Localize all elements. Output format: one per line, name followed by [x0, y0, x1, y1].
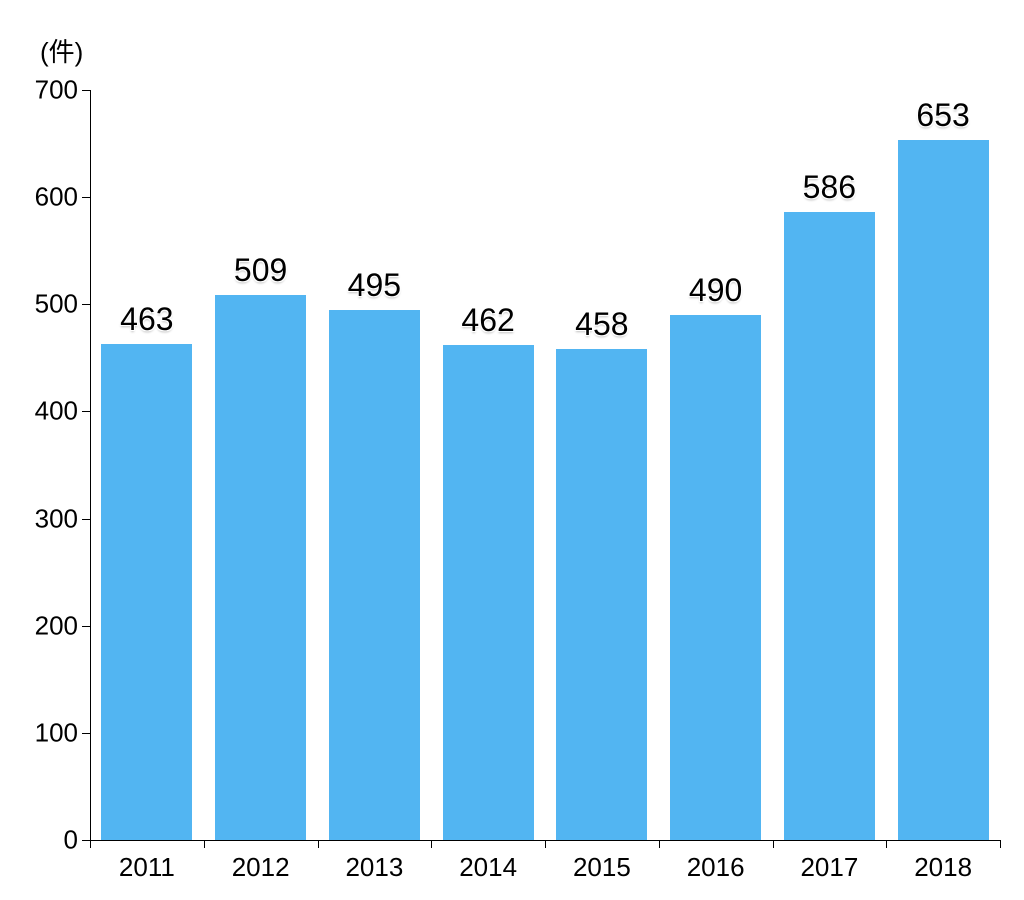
y-tick-mark	[82, 304, 90, 305]
y-tick-label: 600	[35, 182, 78, 213]
y-tick-mark	[82, 519, 90, 520]
x-tick-labels: 2011 2012 2013 2014 2015 2016 2017 2018	[90, 852, 1000, 892]
x-tick-mark	[204, 840, 205, 848]
bar	[784, 212, 875, 840]
bar	[215, 295, 306, 840]
bar-chart: (件) 700 600 500 400 300 200 100 0	[0, 0, 1024, 900]
y-tick-label: 400	[35, 396, 78, 427]
x-tick-mark	[886, 840, 887, 848]
bar-value-label: 653	[916, 97, 969, 134]
y-tick-mark	[82, 411, 90, 412]
plot-area: 463 509 495 462 458 490 586 653	[90, 90, 1000, 840]
y-tick-mark	[82, 733, 90, 734]
bar	[556, 349, 647, 840]
y-tick-label: 700	[35, 75, 78, 106]
y-tick-label: 100	[35, 717, 78, 748]
x-tick-label: 2013	[345, 852, 403, 883]
bar-value-label: 586	[803, 169, 856, 206]
x-tick-label: 2018	[914, 852, 972, 883]
y-tick-label: 0	[64, 825, 78, 856]
x-tick-mark	[90, 840, 91, 848]
bar-value-label: 458	[575, 306, 628, 343]
bar	[329, 310, 420, 840]
x-tick-mark	[659, 840, 660, 848]
x-tick-label: 2011	[119, 852, 175, 883]
x-tick-mark	[431, 840, 432, 848]
y-tick-mark	[82, 626, 90, 627]
x-tick-label: 2017	[800, 852, 858, 883]
y-tick-marks	[82, 90, 90, 840]
y-tick-labels: 700 600 500 400 300 200 100 0	[0, 90, 78, 840]
bar-value-label: 490	[689, 272, 742, 309]
y-tick-mark	[82, 197, 90, 198]
bar-value-label: 509	[234, 252, 287, 289]
y-tick-label: 200	[35, 610, 78, 641]
y-tick-label: 500	[35, 289, 78, 320]
x-tick-label: 2012	[232, 852, 290, 883]
bar-value-label: 495	[348, 267, 401, 304]
x-tick-mark	[318, 840, 319, 848]
y-tick-label: 300	[35, 503, 78, 534]
x-tick-mark	[545, 840, 546, 848]
unit-label: (件)	[40, 32, 83, 69]
x-tick-mark	[773, 840, 774, 848]
bar	[101, 344, 192, 840]
y-tick-mark	[82, 90, 90, 91]
bar-value-label: 462	[461, 302, 514, 339]
bar-value-label: 463	[120, 301, 173, 338]
bar	[898, 140, 989, 840]
x-tick-label: 2014	[459, 852, 517, 883]
x-tick-label: 2016	[687, 852, 745, 883]
bar	[443, 345, 534, 840]
x-tick-label: 2015	[573, 852, 631, 883]
y-tick-mark	[82, 840, 90, 841]
x-tick-mark	[1000, 840, 1001, 848]
bar	[670, 315, 761, 840]
x-tick-marks	[90, 840, 1000, 848]
